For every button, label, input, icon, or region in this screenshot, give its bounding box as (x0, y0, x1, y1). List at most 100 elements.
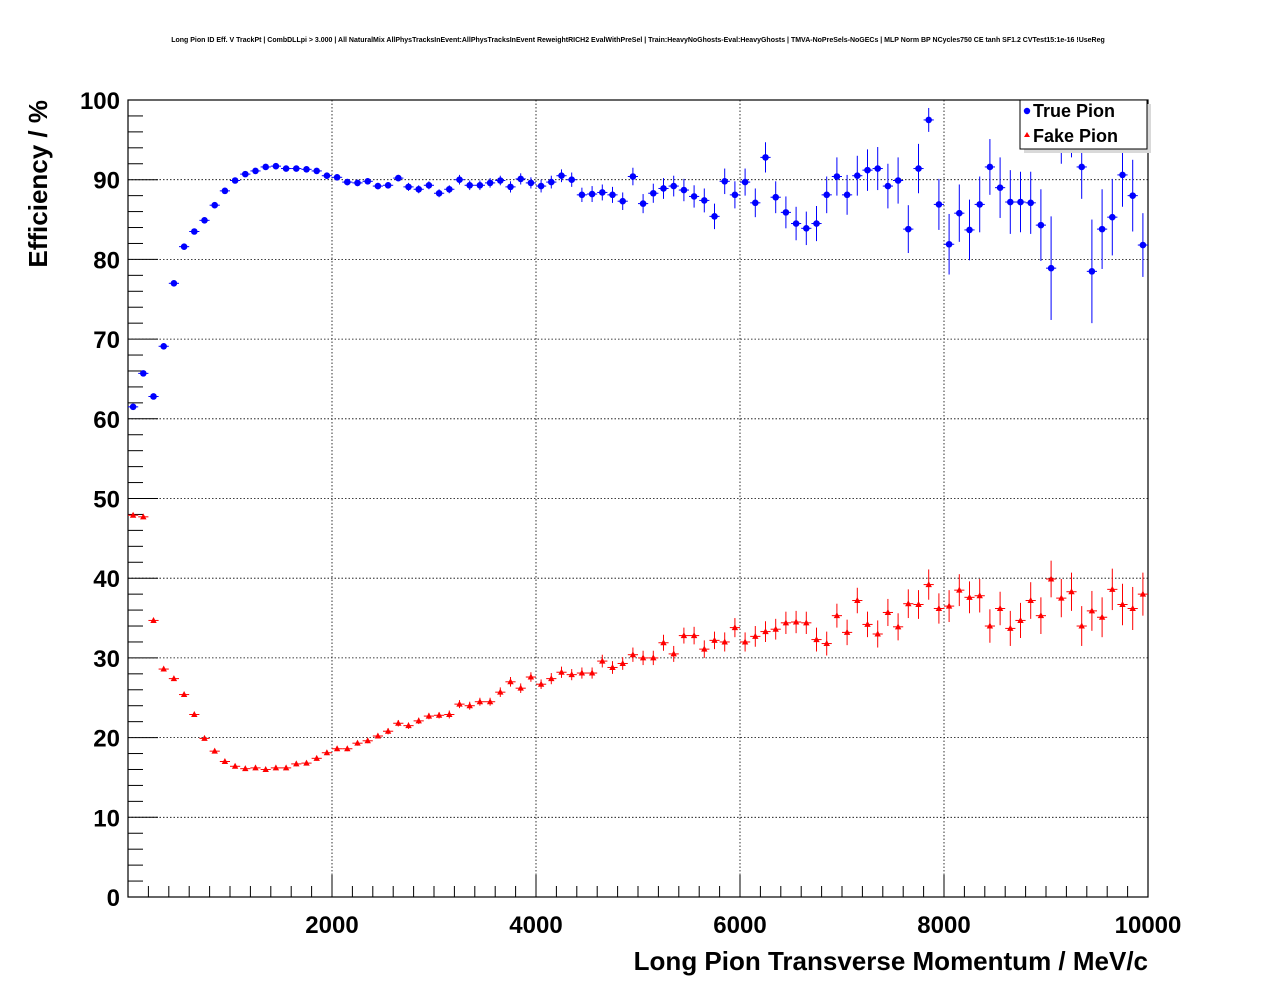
fake-pion-point (823, 640, 830, 647)
true-pion-point (792, 220, 800, 227)
true-pion-point (364, 177, 372, 185)
true-pion-point (1098, 225, 1106, 233)
x-tick-label: 4000 (509, 912, 562, 939)
true-pion-point (731, 191, 739, 199)
true-pion-point (140, 370, 147, 377)
y-tick-label: 40 (93, 566, 120, 593)
fake-pion-point (272, 764, 280, 771)
x-axis-title: Long Pion Transverse Momentum / MeV/c (634, 946, 1148, 976)
fake-pion-point (1037, 612, 1045, 619)
true-pion-point (884, 182, 892, 190)
true-pion-point (925, 116, 932, 124)
legend-label-fake-pion: Fake Pion (1033, 126, 1118, 146)
true-pion-point (201, 217, 208, 224)
fake-pion-point (792, 618, 800, 625)
true-pion-point (945, 240, 953, 248)
y-tick-label: 30 (93, 646, 120, 673)
true-pion-point (711, 213, 718, 220)
fake-pion-point (629, 651, 637, 658)
fake-pion-point (262, 765, 269, 772)
fake-pion-point (435, 711, 443, 718)
fake-pion-point (690, 632, 698, 639)
fake-pion-point (1088, 607, 1096, 614)
true-pion-point (986, 163, 994, 171)
true-pion-point (813, 220, 820, 227)
true-pion-point (558, 172, 565, 180)
true-pion-point (762, 154, 769, 161)
fake-pion-point (364, 737, 371, 744)
fake-pion-point (548, 675, 555, 682)
true-pion-point (252, 167, 259, 175)
fake-pion-point (935, 604, 943, 611)
fake-pion-point (588, 669, 596, 676)
fake-pion-point (752, 632, 759, 639)
fake-pion-point (446, 710, 453, 717)
true-pion-point (670, 182, 677, 190)
y-tick-label: 20 (93, 726, 120, 753)
fake-pion-point (170, 675, 178, 682)
y-tick-label: 10 (93, 805, 120, 832)
fake-pion-point (354, 739, 361, 746)
fake-pion-point (476, 698, 484, 705)
fake-pion-point (1027, 597, 1034, 604)
fake-pion-point (660, 639, 667, 646)
true-pion-point (629, 173, 637, 180)
true-pion-point (517, 175, 524, 183)
true-pion-point (150, 393, 157, 400)
fake-pion-point (1098, 613, 1106, 620)
fake-pion-point (252, 764, 259, 771)
true-pion-point (425, 181, 433, 189)
true-pion-point (384, 181, 392, 189)
y-tick-label: 60 (93, 407, 120, 434)
y-axis-title: Efficiency / % (23, 100, 53, 268)
fake-pion-point (303, 759, 310, 766)
true-pion-point (374, 182, 382, 190)
true-pion-point (1088, 268, 1096, 275)
fake-pion-point (323, 749, 331, 756)
true-pion-point (680, 186, 688, 194)
fake-pion-point (925, 581, 932, 588)
fake-pion-point (558, 668, 565, 675)
true-pion-point (660, 185, 667, 192)
true-pion-point (497, 177, 504, 184)
fake-pion-point (874, 630, 881, 637)
fake-pion-point (415, 717, 422, 724)
true-pion-point (976, 201, 983, 208)
true-pion-point (333, 174, 341, 181)
fake-pion-point (996, 604, 1004, 611)
true-pion-point (1078, 163, 1085, 171)
fake-pion-point (374, 732, 382, 739)
true-pion-point (803, 225, 810, 232)
fake-pion-point (803, 619, 810, 626)
legend-marker-true-pion (1023, 107, 1031, 115)
true-pion-point (894, 177, 902, 184)
fake-pion-point (721, 638, 728, 645)
true-pion-point (354, 179, 361, 187)
fake-pion-point (160, 665, 167, 672)
true-pion-point (242, 170, 249, 178)
true-pion-point (476, 181, 484, 189)
true-pion-point (231, 177, 239, 184)
fake-pion-point (864, 620, 871, 627)
true-pion-point (854, 172, 861, 180)
fake-pion-point (894, 623, 902, 630)
fake-pion-point (976, 592, 983, 599)
fake-pion-point (384, 727, 392, 734)
grid (128, 100, 1148, 897)
true-pion-point (415, 185, 423, 193)
fake-pion-point (670, 650, 677, 657)
fake-pion-point (680, 632, 688, 639)
data-points (128, 106, 1148, 772)
fake-pion-point (507, 678, 514, 685)
fake-pion-point (1017, 616, 1024, 623)
true-pion-point (1139, 241, 1147, 249)
chart-title: Long Pion ID Eff. V TrackPt | CombDLLpi … (171, 37, 1105, 44)
fake-pion-point (344, 745, 351, 752)
y-tick-label: 0 (107, 885, 120, 912)
true-pion-point (752, 199, 759, 207)
true-pion-point (741, 178, 749, 186)
fake-pion-point (986, 622, 994, 629)
true-pion-point (1119, 171, 1126, 179)
true-pion-point (874, 165, 881, 172)
true-pion-point (772, 193, 779, 201)
